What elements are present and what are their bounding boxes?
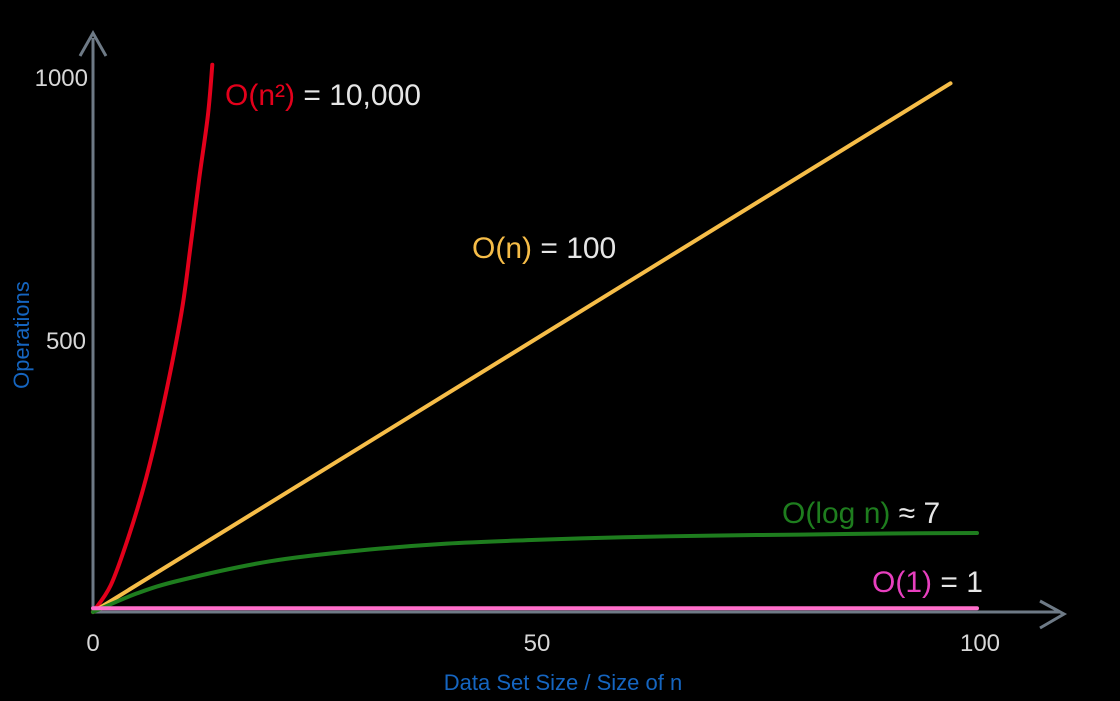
y-tick-label: 500 <box>46 328 86 355</box>
series-line-o-log-n <box>91 531 979 614</box>
series-lines <box>91 62 979 614</box>
x-axis-label: Data Set Size / Size of n <box>444 670 682 695</box>
annotation-name: O(1) <box>872 566 932 599</box>
x-tick-label: 0 <box>86 630 99 657</box>
y-axis-arrow <box>78 29 108 57</box>
annotation-o-n: O(n) = 100 <box>472 232 616 265</box>
annotation-value: = 100 <box>532 232 616 265</box>
annotation-value: ≈ 7 <box>890 497 940 530</box>
x-axis-arrow <box>1039 599 1068 630</box>
annotation-o-1: O(1) = 1 <box>872 566 983 599</box>
y-axis-label: Operations <box>9 281 34 389</box>
annotation-name: O(n) <box>472 232 532 265</box>
x-tick-label: 50 <box>524 630 551 657</box>
annotation-value: = 1 <box>932 566 983 599</box>
annotation-value: = 10,000 <box>295 79 421 112</box>
y-tick-label: 1000 <box>35 65 88 92</box>
x-tick-label: 100 <box>960 630 1000 657</box>
annotation-o-log-n: O(log n) ≈ 7 <box>782 497 940 530</box>
series-line-o-n <box>91 81 953 614</box>
annotation-o-n-squared: O(n²) = 10,000 <box>225 79 421 112</box>
tick-labels: 0 50 100 500 1000 <box>35 65 1000 657</box>
series-line-o-n-squared <box>91 62 215 614</box>
annotations: O(n²) = 10,000 O(n) = 100 O(log n) ≈ 7 O… <box>225 79 983 599</box>
axes <box>78 29 1068 630</box>
annotation-name: O(log n) <box>782 497 890 530</box>
annotation-name: O(n²) <box>225 79 295 112</box>
